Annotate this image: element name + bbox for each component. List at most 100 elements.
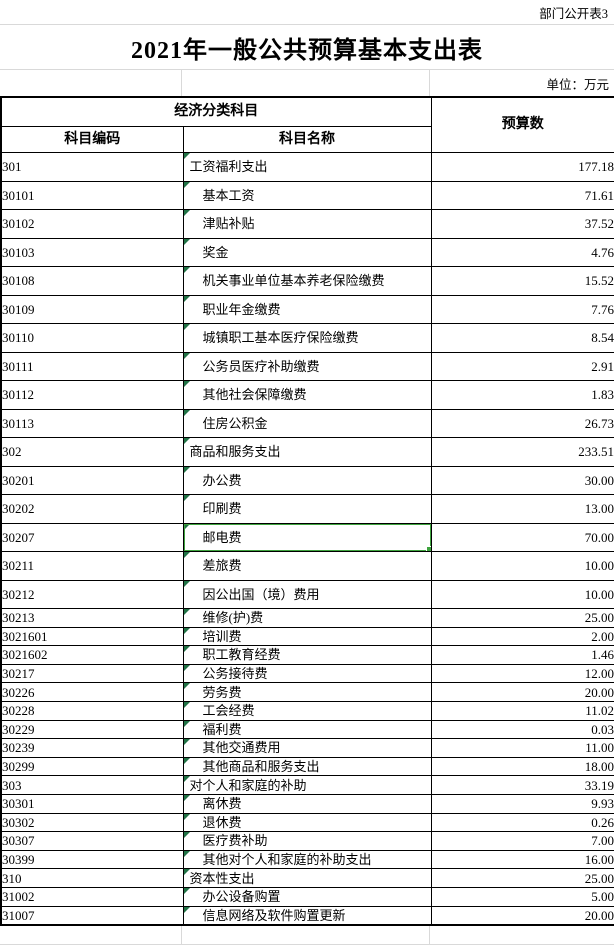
cell-budget-value[interactable]: 9.93 [430, 793, 614, 814]
cell-subject-name[interactable]: 印刷费 [182, 494, 432, 524]
page-title[interactable]: 2021年一般公共预算基本支出表 [131, 37, 483, 64]
cell-subject-code[interactable]: 30103 [0, 237, 184, 267]
cell-subject-name[interactable]: 城镇职工基本医疗保险缴费 [182, 323, 432, 353]
cell-subject-code[interactable]: 30201 [0, 465, 184, 495]
cell-budget-value[interactable]: 37.52 [430, 209, 614, 239]
cell-subject-name[interactable]: 差旅费 [182, 551, 432, 581]
cell-subject-code[interactable]: 301 [0, 152, 184, 182]
cell-subject-name[interactable]: 信息网络及软件购置更新 [182, 905, 432, 926]
cell-budget-value[interactable]: 10.00 [430, 579, 614, 609]
corner-label[interactable]: 部门公开表3 [539, 6, 608, 21]
cell-subject-name[interactable]: 其他商品和服务支出 [182, 756, 432, 777]
cell-budget-value[interactable]: 0.03 [430, 719, 614, 740]
cell-subject-name[interactable]: 公务接待费 [182, 663, 432, 684]
header-economic-category[interactable]: 经济分类科目 [0, 96, 432, 127]
cell-budget-value[interactable]: 11.02 [430, 700, 614, 721]
cell-subject-name[interactable]: 办公设备购置 [182, 886, 432, 907]
cell-budget-value[interactable]: 26.73 [430, 408, 614, 438]
cell-subject-name[interactable]: 其他交通费用 [182, 738, 432, 758]
cell-budget-value[interactable]: 4.76 [430, 237, 614, 267]
cell-subject-code[interactable]: 30102 [0, 209, 184, 239]
cell-budget-value[interactable]: 2.91 [430, 351, 614, 381]
cell-subject-code[interactable]: 30207 [0, 522, 184, 552]
cell-subject-name[interactable]: 工会经费 [182, 700, 432, 721]
cell-subject-code[interactable]: 30399 [0, 849, 184, 870]
empty-sheet-row[interactable] [0, 926, 614, 945]
cell-budget-value[interactable]: 33.19 [430, 775, 614, 795]
cell-subject-code[interactable]: 30111 [0, 351, 184, 381]
cell-budget-value[interactable]: 5.00 [430, 886, 614, 907]
cell-subject-name[interactable]: 邮电费! [182, 522, 432, 552]
cell-budget-value[interactable]: 7.76 [430, 294, 614, 324]
cell-subject-name[interactable]: 基本工资 [182, 180, 432, 210]
cell-budget-value[interactable]: 25.00 [430, 868, 614, 888]
cell-subject-name[interactable]: 退休费 [182, 812, 432, 833]
cell-subject-name[interactable]: 医疗费补助 [182, 831, 432, 851]
cell-budget-value[interactable]: 1.46 [430, 645, 614, 665]
cell-budget-value[interactable]: 13.00 [430, 494, 614, 524]
cell-subject-code[interactable]: 30211 [0, 551, 184, 581]
cell-subject-code[interactable]: 303 [0, 775, 184, 795]
cell-subject-code[interactable]: 31002 [0, 886, 184, 907]
cell-subject-code[interactable]: 302 [0, 437, 184, 467]
cell-budget-value[interactable]: 1.83 [430, 380, 614, 410]
cell-budget-value[interactable]: 177.18 [430, 152, 614, 182]
cell-subject-code[interactable]: 30229 [0, 719, 184, 740]
cell-subject-code[interactable]: 30212 [0, 579, 184, 609]
header-subject-code[interactable]: 科目编码 [0, 126, 184, 153]
cell-budget-value[interactable]: 20.00 [430, 682, 614, 702]
cell-subject-name[interactable]: 职工教育经费 [182, 645, 432, 665]
cell-subject-name[interactable]: 公务员医疗补助缴费 [182, 351, 432, 381]
cell-subject-name[interactable]: 住房公积金 [182, 408, 432, 438]
cell-subject-name[interactable]: 资本性支出 [182, 868, 432, 888]
cell-subject-code[interactable]: 30307 [0, 831, 184, 851]
cell-subject-name[interactable]: 离休费 [182, 793, 432, 814]
cell-budget-value[interactable]: 2.00 [430, 626, 614, 647]
cell-budget-value[interactable]: 233.51 [430, 437, 614, 467]
cell-budget-value[interactable]: 71.61 [430, 180, 614, 210]
cell-subject-code[interactable]: 30301 [0, 793, 184, 814]
cell-subject-name[interactable]: 因公出国（境）费用 [182, 579, 432, 609]
cell-subject-name[interactable]: 奖金 [182, 237, 432, 267]
cell-subject-code[interactable]: 30239 [0, 738, 184, 758]
cell-subject-name[interactable]: 职业年金缴费 [182, 294, 432, 324]
cell-budget-value[interactable]: 8.54 [430, 323, 614, 353]
cell-subject-code[interactable]: 30226 [0, 682, 184, 702]
cell-subject-code[interactable]: 31007 [0, 905, 184, 926]
cell-budget-value[interactable]: 18.00 [430, 756, 614, 777]
cell-subject-name[interactable]: 办公费 [182, 465, 432, 495]
cell-budget-value[interactable]: 30.00 [430, 465, 614, 495]
cell-subject-code[interactable]: 3021601 [0, 626, 184, 647]
cell-subject-code[interactable]: 30213 [0, 608, 184, 628]
cell-budget-value[interactable]: 12.00 [430, 663, 614, 684]
cell-subject-code[interactable]: 30202 [0, 494, 184, 524]
cell-subject-name[interactable]: 其他社会保障缴费 [182, 380, 432, 410]
cell-subject-name[interactable]: 机关事业单位基本养老保险缴费 [182, 266, 432, 296]
cell-subject-code[interactable]: 310 [0, 868, 184, 888]
cell-budget-value[interactable]: 70.00 [430, 522, 614, 552]
cell-subject-code[interactable]: 30299 [0, 756, 184, 777]
cell-subject-name[interactable]: 商品和服务支出 [182, 437, 432, 467]
cell-subject-code[interactable]: 30217 [0, 663, 184, 684]
cell-subject-name[interactable]: 福利费 [182, 719, 432, 740]
unit-label[interactable]: 单位：万元 [546, 77, 609, 92]
cell-subject-name[interactable]: 工资福利支出 [182, 152, 432, 182]
cell-budget-value[interactable]: 11.00 [430, 738, 614, 758]
cell-subject-name[interactable]: 劳务费 [182, 682, 432, 702]
cell-subject-code[interactable]: 30228 [0, 700, 184, 721]
cell-subject-name[interactable]: 津贴补贴 [182, 209, 432, 239]
cell-subject-code[interactable]: 30302 [0, 812, 184, 833]
cell-budget-value[interactable]: 0.26 [430, 812, 614, 833]
cell-budget-value[interactable]: 15.52 [430, 266, 614, 296]
header-budget-amount[interactable]: 预算数 [430, 96, 614, 153]
cell-subject-name[interactable]: 其他对个人和家庭的补助支出 [182, 849, 432, 870]
cell-subject-code[interactable]: 30113 [0, 408, 184, 438]
cell-budget-value[interactable]: 10.00 [430, 551, 614, 581]
cell-subject-name[interactable]: 对个人和家庭的补助 [182, 775, 432, 795]
cell-subject-code[interactable]: 30101 [0, 180, 184, 210]
cell-subject-name[interactable]: 维修(护)费 [182, 608, 432, 628]
header-subject-name[interactable]: 科目名称 [182, 126, 432, 153]
cell-subject-code[interactable]: 30110 [0, 323, 184, 353]
cell-budget-value[interactable]: 20.00 [430, 905, 614, 926]
cell-subject-code[interactable]: 3021602 [0, 645, 184, 665]
